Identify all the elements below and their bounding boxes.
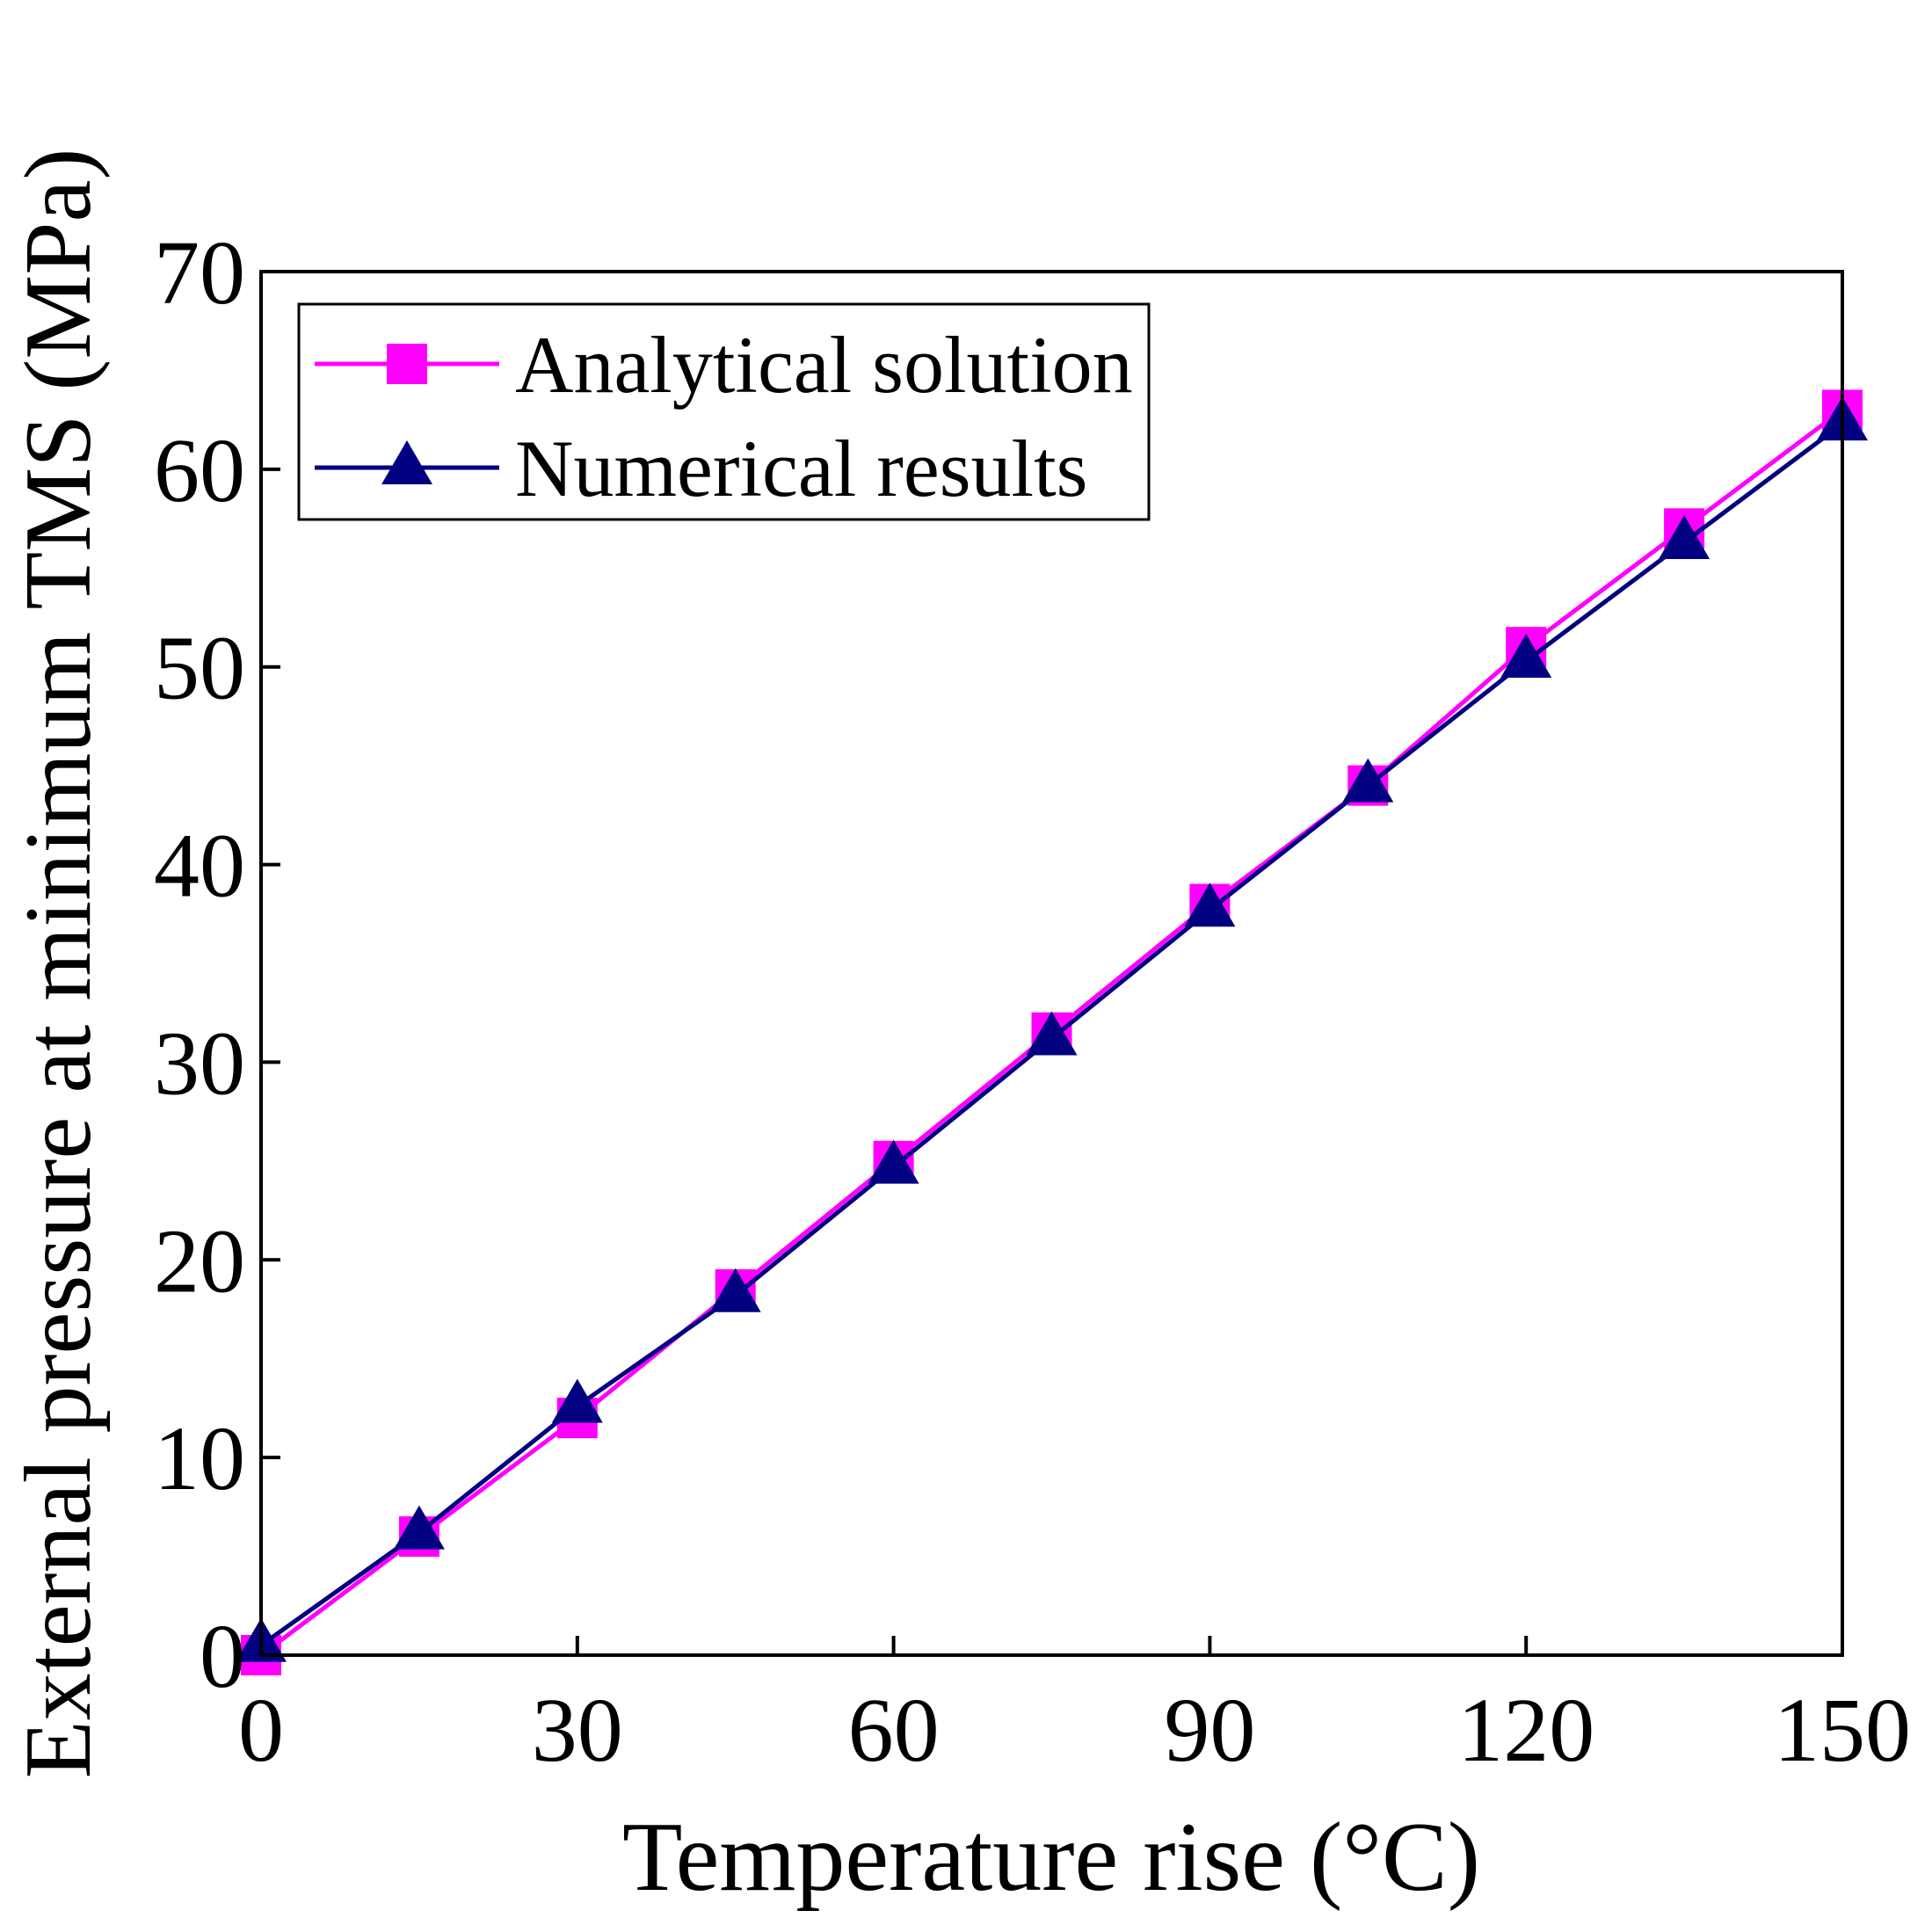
data-point-numerical-results bbox=[393, 1505, 445, 1550]
x-tick-label: 90 bbox=[1164, 1680, 1255, 1781]
y-tick-label: 70 bbox=[154, 222, 245, 323]
axis-ticks: 0 30 60 90 120 150 0 10 20 30 40 50 60 70 bbox=[154, 222, 1911, 1781]
x-tick-label: 60 bbox=[848, 1680, 940, 1781]
y-tick-label: 0 bbox=[200, 1606, 245, 1707]
y-axis-label: External pressure at minimum TMS (MPa) bbox=[6, 149, 111, 1779]
data-point-numerical-results bbox=[709, 1268, 761, 1312]
series-layer bbox=[236, 389, 1868, 1675]
legend: Analytical solution Numerical results bbox=[297, 302, 1151, 521]
y-tick-label: 10 bbox=[154, 1408, 245, 1509]
x-tick-label: 150 bbox=[1774, 1680, 1911, 1781]
legend-marker-numerical-results bbox=[381, 440, 432, 484]
y-tick-label: 50 bbox=[154, 618, 245, 719]
data-point-numerical-results bbox=[1026, 1011, 1078, 1056]
plot-frame bbox=[259, 270, 1844, 1657]
series-numerical-results bbox=[236, 396, 1868, 1662]
x-tick-label: 30 bbox=[532, 1680, 623, 1781]
x-tick-label: 0 bbox=[238, 1680, 284, 1781]
data-point-numerical-results bbox=[1342, 758, 1394, 803]
data-point-numerical-results bbox=[1659, 515, 1710, 560]
legend-label-numerical-results: Numerical results bbox=[515, 424, 1087, 513]
data-point-numerical-results bbox=[1184, 883, 1236, 927]
y-tick-label: 60 bbox=[154, 420, 245, 521]
y-tick-label: 20 bbox=[154, 1210, 245, 1311]
legend-item-numerical-results: Numerical results bbox=[315, 424, 1087, 513]
x-axis-label: Temperature rise (°C) bbox=[622, 1803, 1480, 1912]
x-tick-label: 120 bbox=[1457, 1680, 1594, 1781]
legend-item-analytical-solution: Analytical solution bbox=[315, 320, 1133, 410]
legend-label-analytical-solution: Analytical solution bbox=[515, 320, 1133, 410]
y-tick-label: 30 bbox=[154, 1013, 245, 1114]
data-point-numerical-results bbox=[1500, 633, 1552, 678]
data-point-numerical-results bbox=[551, 1378, 603, 1423]
data-point-numerical-results bbox=[868, 1139, 919, 1184]
legend-box bbox=[297, 302, 1151, 521]
legend-marker-analytical-solution bbox=[387, 344, 427, 384]
y-tick-label: 40 bbox=[154, 816, 245, 917]
